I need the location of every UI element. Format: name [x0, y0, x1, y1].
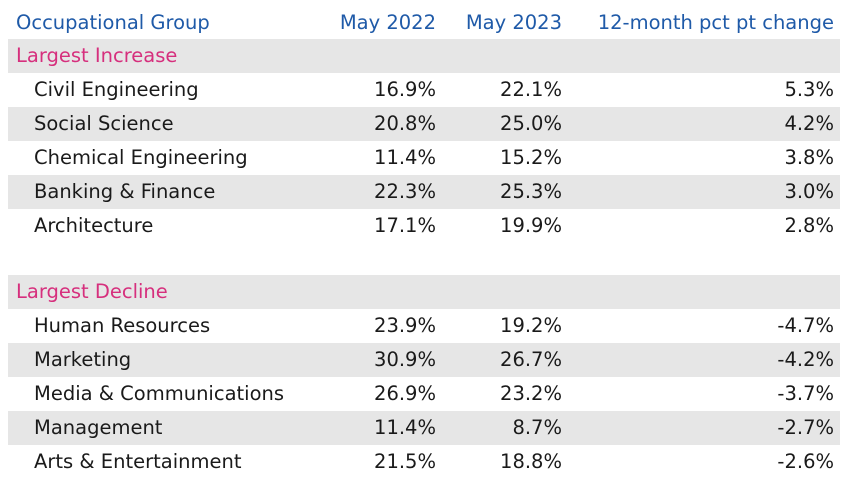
section-title: Largest Increase	[16, 44, 178, 67]
may-2023-value: 19.2%	[500, 314, 562, 337]
may-2022-value: 20.8%	[374, 112, 436, 135]
table-row: Human Resources 23.9% 19.2% -4.7%	[8, 309, 840, 343]
occupation-name: Architecture	[34, 214, 154, 237]
may-2022-value: 17.1%	[374, 214, 436, 237]
header-may-2022: May 2022	[339, 11, 436, 34]
header-occupational-group: Occupational Group	[16, 11, 210, 34]
may-2022-value: 16.9%	[374, 78, 436, 101]
table-row: Social Science 20.8% 25.0% 4.2%	[8, 107, 840, 141]
may-2022-value: 22.3%	[374, 180, 436, 203]
may-2023-value: 22.1%	[500, 78, 562, 101]
table-row: Marketing 30.9% 26.7% -4.2%	[8, 343, 840, 377]
may-2023-value: 26.7%	[500, 348, 562, 371]
occupation-name: Management	[34, 416, 163, 439]
section-title: Largest Decline	[16, 280, 168, 303]
table-row: Arts & Entertainment 21.5% 18.8% -2.6%	[8, 445, 840, 479]
occupation-name: Media & Communications	[34, 382, 285, 405]
may-2023-value: 19.9%	[500, 214, 562, 237]
section-largest-increase: Largest Increase	[8, 39, 840, 73]
change-value: 3.8%	[784, 146, 834, 169]
may-2022-value: 11.4%	[374, 146, 436, 169]
header-change: 12-month pct pt change	[597, 11, 834, 34]
change-value: -2.6%	[777, 450, 834, 473]
table-row: Management 11.4% 8.7% -2.7%	[8, 411, 840, 445]
change-value: -3.7%	[777, 382, 834, 405]
may-2023-value: 8.7%	[512, 416, 562, 439]
change-value: 2.8%	[784, 214, 834, 237]
table-row: Architecture 17.1% 19.9% 2.8%	[8, 209, 840, 243]
table-row: Media & Communications 26.9% 23.2% -3.7%	[8, 377, 840, 411]
table-row: Banking & Finance 22.3% 25.3% 3.0%	[8, 175, 840, 209]
occupation-name: Banking & Finance	[34, 180, 216, 203]
occupation-name: Chemical Engineering	[34, 146, 248, 169]
table-header: Occupational Group May 2022 May 2023 12-…	[8, 2, 840, 44]
table-row: Civil Engineering 16.9% 22.1% 5.3%	[8, 73, 840, 107]
change-value: -4.7%	[777, 314, 834, 337]
may-2022-value: 23.9%	[374, 314, 436, 337]
occupation-name: Marketing	[34, 348, 132, 371]
may-2022-value: 21.5%	[374, 450, 436, 473]
may-2022-value: 11.4%	[374, 416, 436, 439]
occupation-name: Social Science	[34, 112, 174, 135]
change-value: 5.3%	[784, 78, 834, 101]
occupation-name: Arts & Entertainment	[34, 450, 242, 473]
change-value: -4.2%	[777, 348, 834, 371]
change-value: -2.7%	[777, 416, 834, 439]
table-row: Chemical Engineering 11.4% 15.2% 3.8%	[8, 141, 840, 175]
may-2023-value: 15.2%	[500, 146, 562, 169]
may-2022-value: 26.9%	[374, 382, 436, 405]
may-2023-value: 25.0%	[500, 112, 562, 135]
occupation-name: Civil Engineering	[34, 78, 199, 101]
section-largest-decline: Largest Decline	[8, 275, 840, 309]
may-2023-value: 23.2%	[500, 382, 562, 405]
change-value: 4.2%	[784, 112, 834, 135]
may-2022-value: 30.9%	[374, 348, 436, 371]
may-2023-value: 18.8%	[500, 450, 562, 473]
header-may-2023: May 2023	[465, 11, 562, 34]
occupation-name: Human Resources	[34, 314, 211, 337]
change-value: 3.0%	[784, 180, 834, 203]
may-2023-value: 25.3%	[500, 180, 562, 203]
